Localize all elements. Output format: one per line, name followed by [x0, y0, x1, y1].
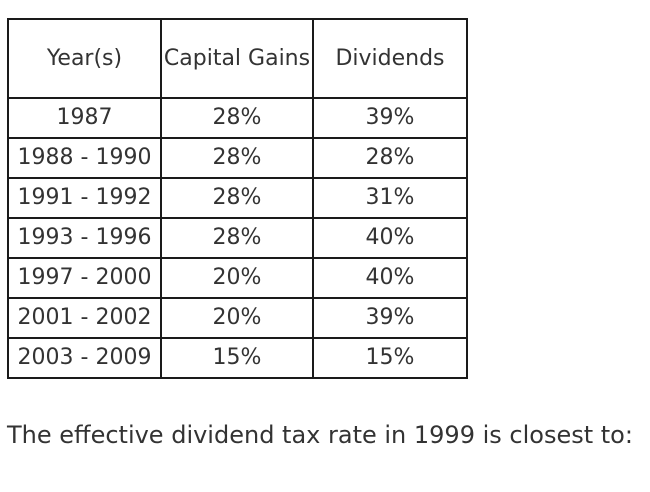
- table-row: 1988 - 1990 28% 28%: [7, 137, 468, 179]
- cell-years: 2003 - 2009: [7, 337, 162, 379]
- tax-rate-table: Year(s) Capital Gains Dividends 1987 28%…: [7, 18, 468, 379]
- question-text: The effective dividend tax rate in 1999 …: [7, 421, 633, 449]
- table-row: 2001 - 2002 20% 39%: [7, 297, 468, 339]
- cell-years: 1991 - 1992: [7, 177, 162, 219]
- table-row: 1987 28% 39%: [7, 97, 468, 139]
- cell-years: 1987: [7, 97, 162, 139]
- table-body: 1987 28% 39% 1988 - 1990 28% 28% 1991 - …: [7, 97, 468, 379]
- cell-capital-gains: 15%: [160, 337, 314, 379]
- cell-dividends: 28%: [312, 137, 468, 179]
- cell-capital-gains: 28%: [160, 137, 314, 179]
- table-row: 1993 - 1996 28% 40%: [7, 217, 468, 259]
- header-row: Year(s) Capital Gains Dividends: [7, 18, 468, 99]
- cell-years: 2001 - 2002: [7, 297, 162, 339]
- cell-years: 1997 - 2000: [7, 257, 162, 299]
- header-dividends: Dividends: [312, 18, 468, 99]
- cell-capital-gains: 28%: [160, 97, 314, 139]
- table-header: Year(s) Capital Gains Dividends: [7, 18, 468, 99]
- header-years: Year(s): [7, 18, 162, 99]
- table-row: 1997 - 2000 20% 40%: [7, 257, 468, 299]
- cell-dividends: 15%: [312, 337, 468, 379]
- cell-capital-gains: 28%: [160, 217, 314, 259]
- cell-capital-gains: 20%: [160, 297, 314, 339]
- cell-dividends: 40%: [312, 257, 468, 299]
- cell-capital-gains: 28%: [160, 177, 314, 219]
- header-capital-gains: Capital Gains: [160, 18, 314, 99]
- cell-dividends: 39%: [312, 297, 468, 339]
- cell-dividends: 40%: [312, 217, 468, 259]
- cell-dividends: 31%: [312, 177, 468, 219]
- cell-capital-gains: 20%: [160, 257, 314, 299]
- table-row: 1991 - 1992 28% 31%: [7, 177, 468, 219]
- cell-dividends: 39%: [312, 97, 468, 139]
- table-row: 2003 - 2009 15% 15%: [7, 337, 468, 379]
- cell-years: 1988 - 1990: [7, 137, 162, 179]
- cell-years: 1993 - 1996: [7, 217, 162, 259]
